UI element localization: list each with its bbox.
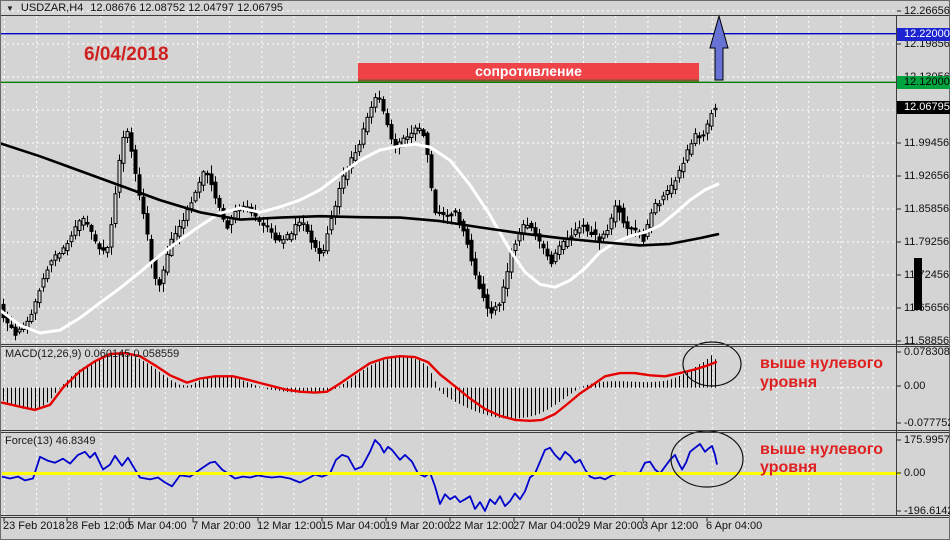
ohlc-values: 12.08676 12.08752 12.04797 12.06795 (90, 2, 283, 14)
macd-indicator-label: MACD(12,26,9) 0.060145 0.058559 (5, 348, 180, 360)
time-axis-label: 29 Mar 20:00 (578, 520, 643, 532)
time-axis-label: 28 Feb 12:00 (66, 520, 131, 532)
level-label-12-22: 12.22000 (897, 27, 950, 41)
symbol-dropdown-icon[interactable]: ▼ (6, 3, 14, 13)
time-axis-label: 12 Mar 12:00 (257, 520, 322, 532)
level-label-12-12: 12.12000 (897, 75, 950, 89)
time-axis-label: 19 Mar 20:00 (385, 520, 450, 532)
symbol-period-label: USDZAR,H4 (20, 2, 84, 14)
price-axis-tick: 11.72456 (904, 269, 950, 281)
current-price-label: 12.06795 (897, 100, 950, 114)
time-axis-label: 15 Mar 04:00 (321, 520, 386, 532)
macd-note-line2: уровня (760, 374, 818, 391)
price-axis-tick: 11.65656 (904, 302, 950, 314)
price-axis-tick: 12.26656 (904, 5, 950, 17)
time-axis-label: 27 Mar 04:00 (513, 520, 578, 532)
price-axis-tick: 11.79256 (904, 236, 950, 248)
price-axis-tick: 11.58856 (904, 335, 950, 347)
macd-note-line1: выше нулевого (760, 355, 884, 372)
macd-axis-tick: 0.078308 (904, 346, 950, 358)
macd-axis-tick: -0.077752 (904, 417, 950, 429)
resistance-zone-label: сопротивление (475, 63, 582, 79)
date-annotation: 6/04/2018 (84, 44, 169, 65)
price-axis-tick: 12.19856 (904, 38, 950, 50)
time-axis-label: 23 Feb 2018 (3, 520, 65, 532)
force-axis-tick: 0.00 (904, 467, 926, 479)
force-axis-tick: -196.6142 (904, 505, 950, 517)
time-axis-label: 7 Mar 20:00 (192, 520, 251, 532)
time-axis-label: 22 Mar 12:00 (449, 520, 514, 532)
time-axis-label: 5 Mar 04:00 (128, 520, 187, 532)
price-axis-tick: 11.85856 (904, 203, 950, 215)
force-indicator-label: Force(13) 46.8349 (5, 435, 96, 447)
time-axis-label: 6 Apr 04:00 (706, 520, 763, 532)
price-axis-tick: 11.99456 (904, 137, 950, 149)
title-bar: ▼ USDZAR,H4 12.08676 12.08752 12.04797 1… (6, 2, 283, 14)
force-note-line1: выше нулевого (760, 441, 884, 458)
price-axis-tick: 11.92656 (904, 170, 950, 182)
force-axis-tick: 175.9957 (904, 434, 950, 446)
time-axis-label: 3 Apr 12:00 (642, 520, 699, 532)
macd-axis-tick: 0.00 (904, 380, 926, 392)
force-note-line2: уровня (760, 459, 818, 476)
